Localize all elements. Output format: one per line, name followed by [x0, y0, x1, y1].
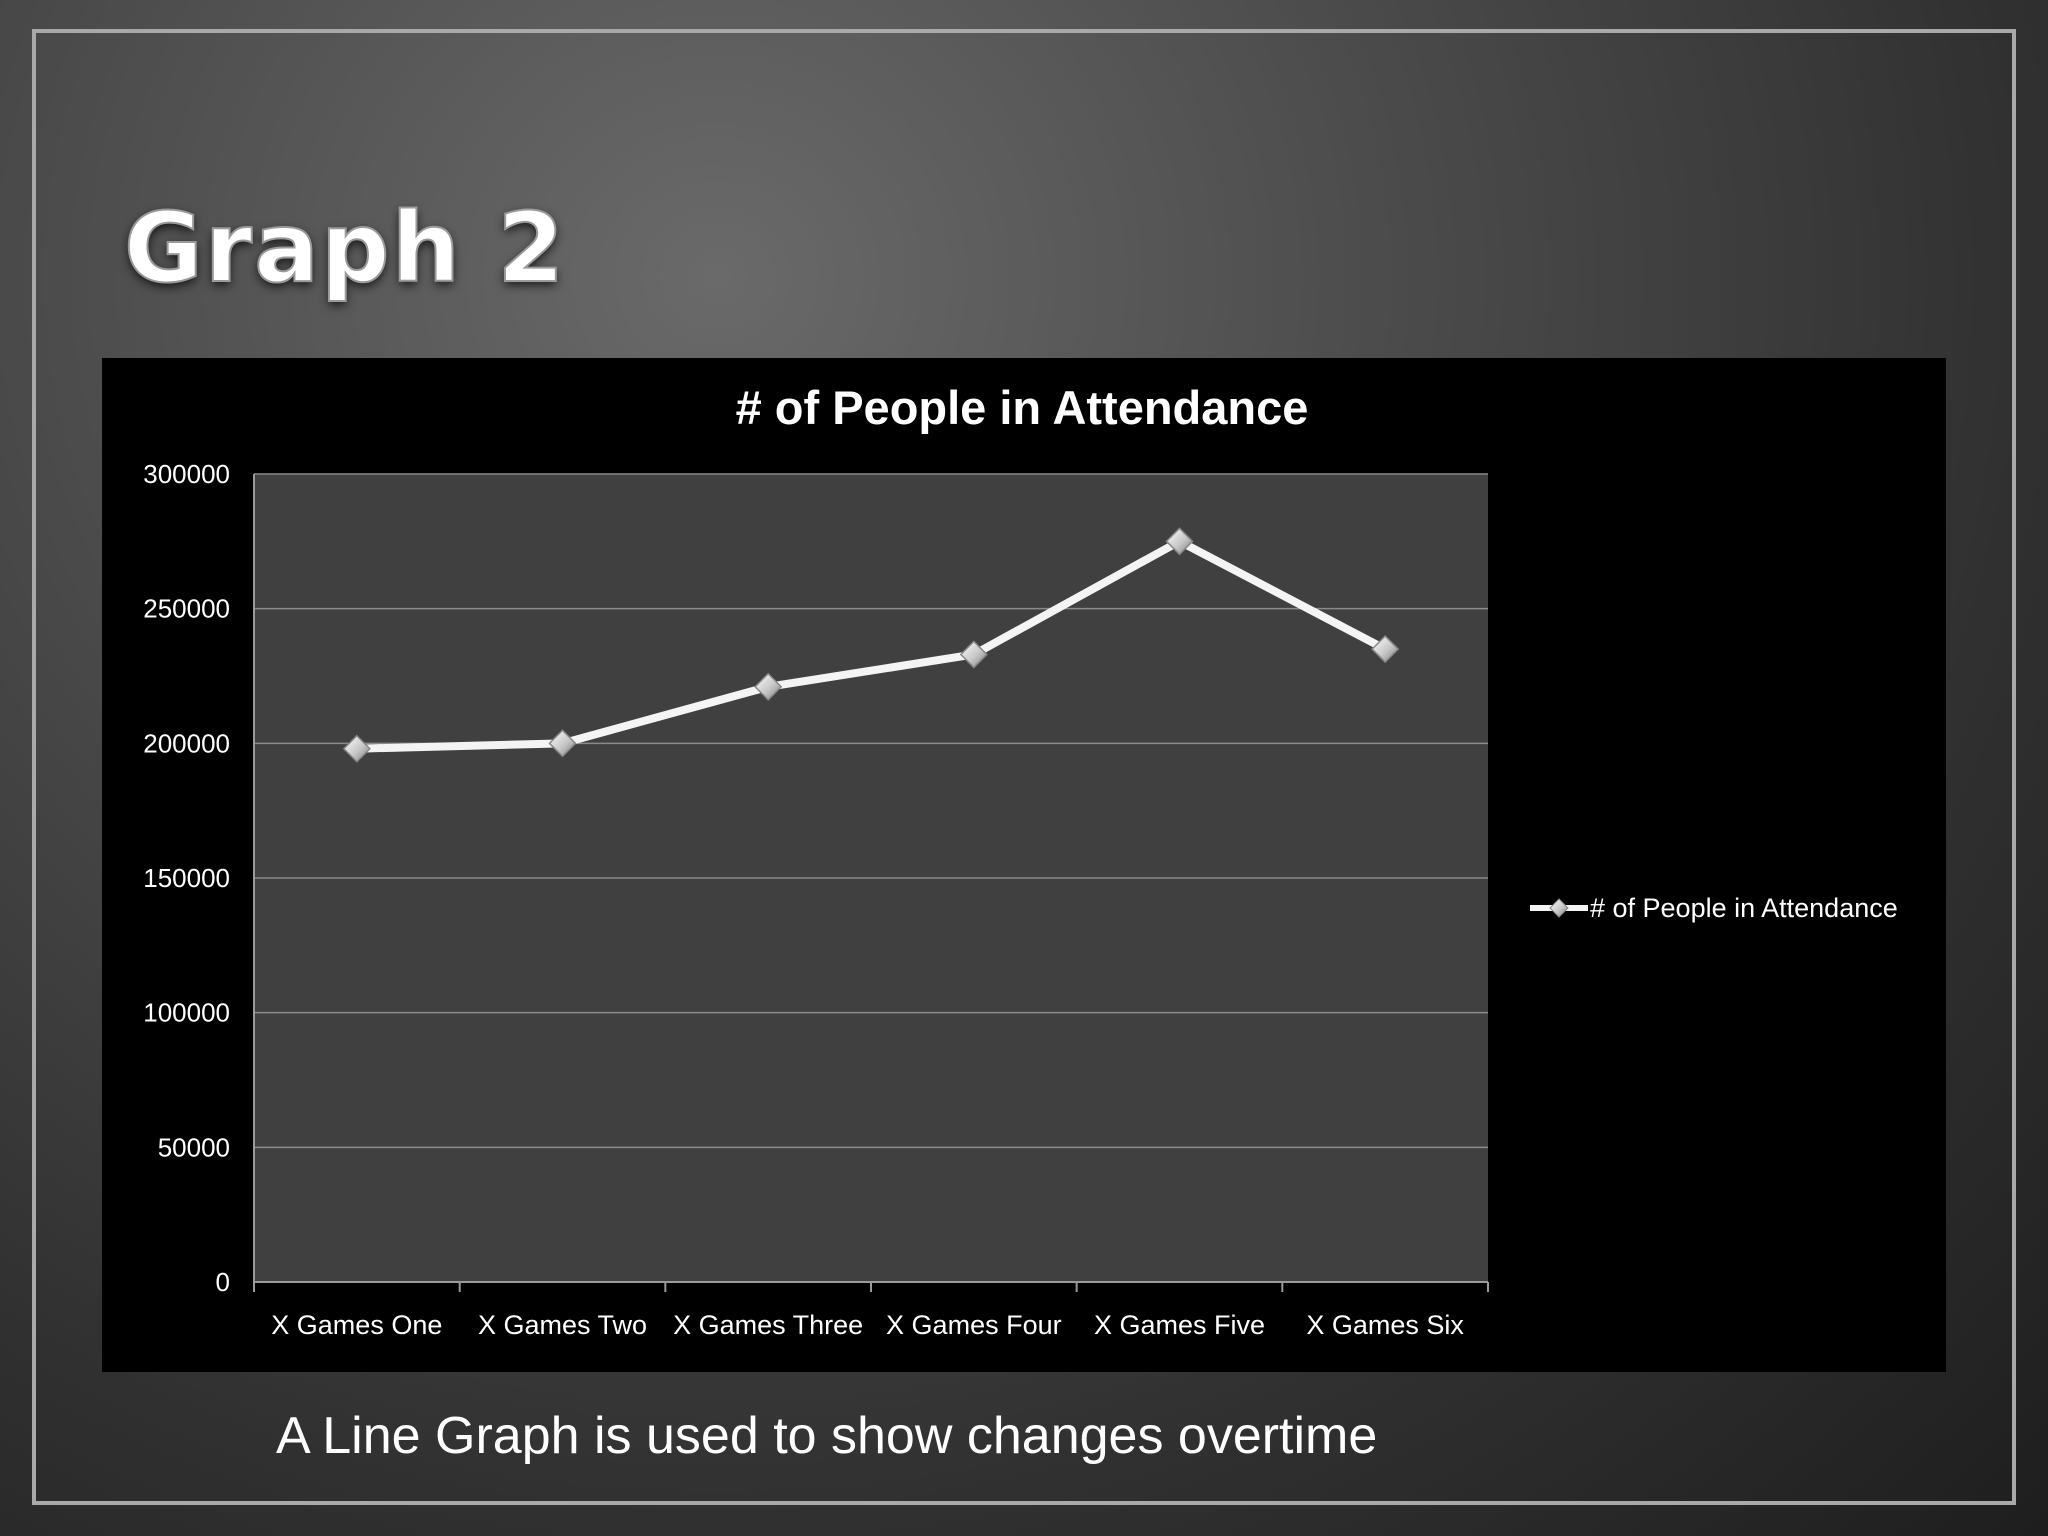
chart-container: # of People in Attendance 0 50000 100000 15… — [102, 358, 1946, 1372]
chart-title: # of People in Attendance — [736, 381, 1309, 434]
y-tick-label: 150000 — [143, 863, 230, 893]
y-tick-label: 0 — [216, 1267, 230, 1297]
series-line — [352, 537, 1390, 753]
data-point-marker — [754, 672, 783, 701]
data-point-marker — [548, 729, 577, 758]
x-tick-label: X Games Six — [1306, 1310, 1464, 1340]
data-point-marker — [342, 734, 371, 763]
x-tick-label: X Games One — [271, 1310, 442, 1340]
legend-marker — [1549, 898, 1569, 918]
y-tick-label: 250000 — [143, 594, 230, 624]
y-tick-label: 50000 — [158, 1132, 230, 1162]
x-tick-label: X Games Five — [1094, 1310, 1265, 1340]
y-tick-label: 200000 — [143, 728, 230, 758]
data-point-marker — [1165, 527, 1194, 556]
data-point-marker — [959, 640, 988, 669]
slide-title: Graph 2 — [123, 191, 567, 305]
y-tick-label: 100000 — [143, 998, 230, 1028]
x-tick-label: X Games Three — [673, 1310, 863, 1340]
slide-caption: A Line Graph is used to show changes ove… — [276, 1407, 1378, 1465]
x-tick-label: X Games Two — [478, 1310, 647, 1340]
x-tick-label: X Games Four — [886, 1310, 1062, 1340]
y-tick-label: 300000 — [143, 459, 230, 489]
data-point-marker — [1371, 635, 1400, 664]
line-chart: # of People in Attendance 0 50000 100000 15… — [143, 381, 1898, 1340]
legend-label: # of People in Attendance — [1590, 893, 1898, 923]
slide-frame — [32, 29, 2016, 1505]
